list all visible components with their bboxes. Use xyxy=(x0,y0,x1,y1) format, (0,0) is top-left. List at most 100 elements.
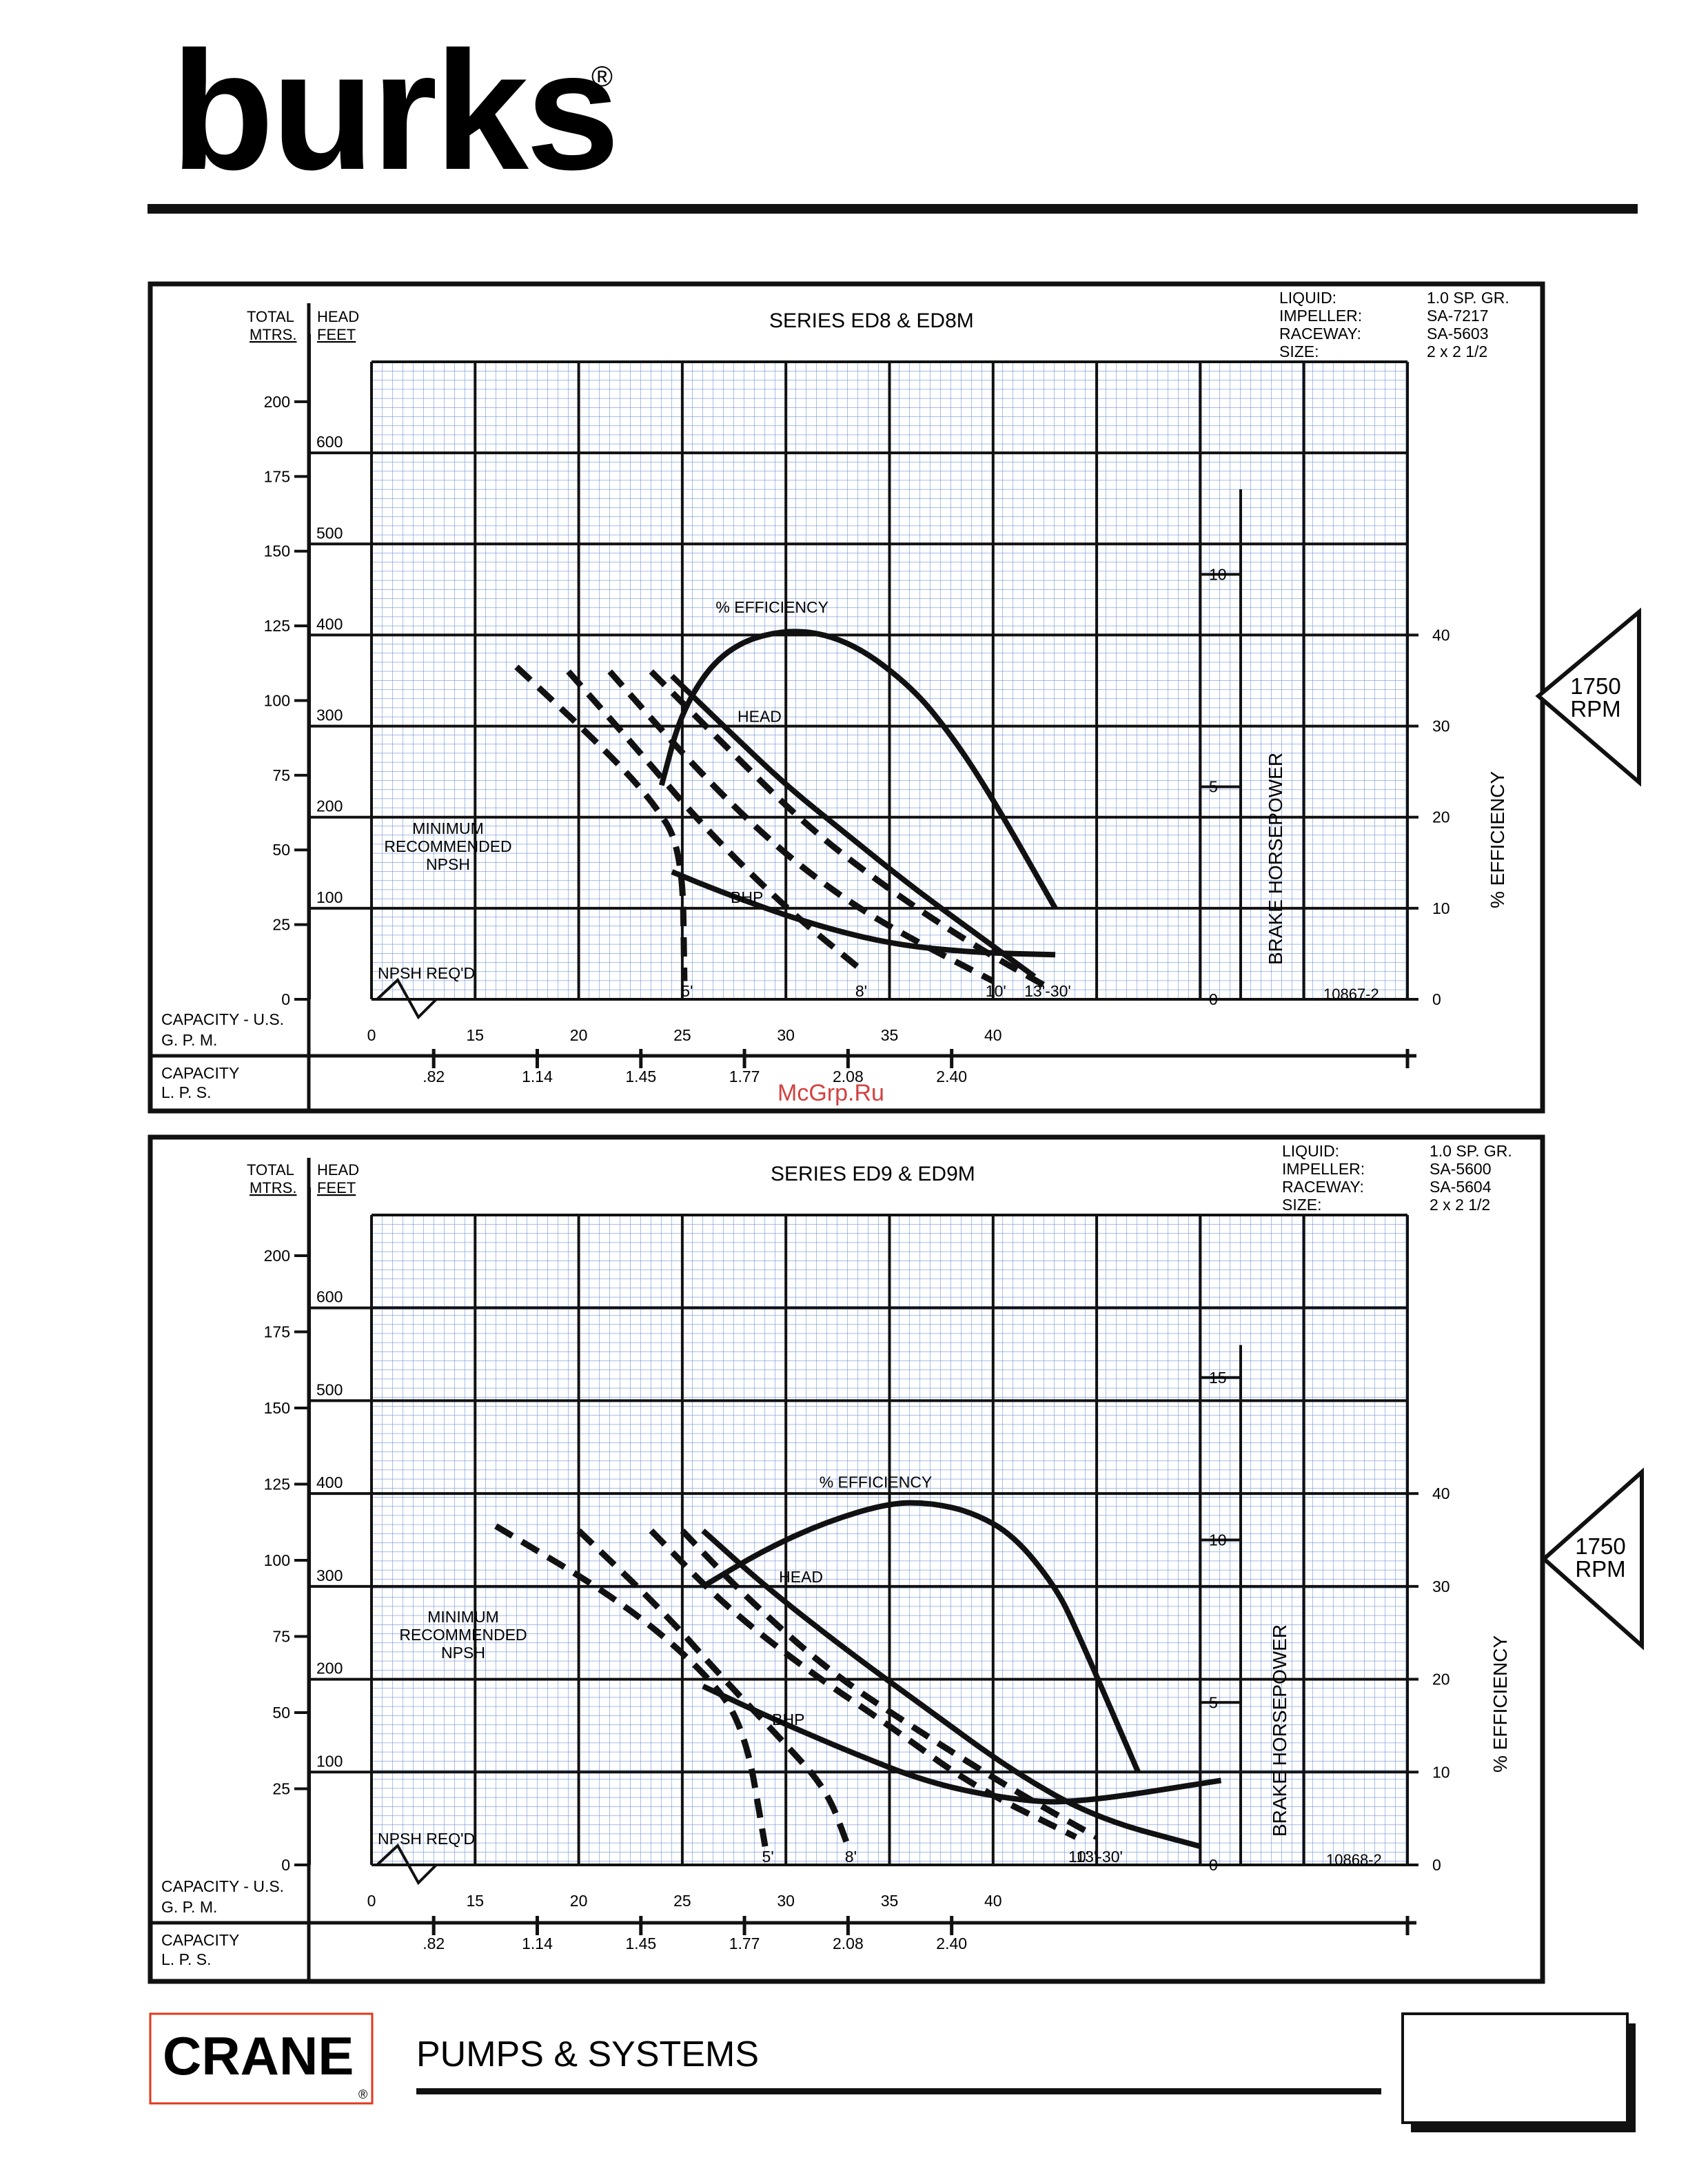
efficiency-tick-label: 10 xyxy=(1432,1763,1450,1781)
capacity-lps-label: CAPACITY xyxy=(161,1064,239,1082)
feet-tick-label: 400 xyxy=(316,615,343,633)
feet-tick-label: 500 xyxy=(316,524,343,542)
min-npsh-label: RECOMMENDED xyxy=(384,837,511,855)
spec-value: 2 x 2 1/2 xyxy=(1427,343,1487,360)
efficiency-tick-label: 0 xyxy=(1432,1856,1441,1874)
feet-tick-label: 600 xyxy=(316,1288,343,1306)
bhp-tick-label: 0 xyxy=(1209,1856,1218,1874)
meters-tick-label: 125 xyxy=(264,1476,290,1493)
min-npsh-label: NPSH xyxy=(441,1644,485,1662)
feet-tick-label: 200 xyxy=(316,797,343,815)
feet-tick-label: 200 xyxy=(316,1660,343,1677)
min-npsh-label: MINIMUM xyxy=(412,819,483,837)
spec-label: LIQUID: xyxy=(1279,289,1336,307)
meters-tick-label: 150 xyxy=(264,1399,290,1417)
bhp-tick-label: 5 xyxy=(1209,778,1218,796)
feet-tick-label: 300 xyxy=(316,706,343,724)
rpm-triangle xyxy=(1535,607,1641,787)
meters-tick-label: 50 xyxy=(272,841,290,859)
efficiency-tick-label: 30 xyxy=(1432,717,1450,735)
spec-value: SA-7217 xyxy=(1427,307,1489,325)
header-rule xyxy=(148,204,1638,214)
chart-title: SERIES ED9 & ED9M xyxy=(771,1163,975,1185)
meters-tick-label: 75 xyxy=(272,766,290,784)
spec-label: RACEWAY: xyxy=(1279,325,1361,343)
gpm-tick-label: 30 xyxy=(777,1892,795,1910)
head-label: HEAD xyxy=(317,308,359,325)
lps-tick-label: 2.40 xyxy=(936,1068,967,1085)
meters-tick-label: 75 xyxy=(272,1628,290,1646)
spec-value: 1.0 SP. GR. xyxy=(1427,289,1509,307)
gpm-tick-label: 25 xyxy=(673,1892,691,1910)
spec-label: LIQUID: xyxy=(1282,1142,1339,1160)
spec-value: SA-5603 xyxy=(1427,325,1489,343)
watermark: McGrp.Ru xyxy=(777,1080,884,1106)
gpm-tick-label: 20 xyxy=(570,1892,588,1910)
curve-label: BHP xyxy=(772,1711,804,1728)
curve-label: 8' xyxy=(855,982,867,1000)
feet-tick-label: 100 xyxy=(316,888,343,906)
gpm-tick-label: 0 xyxy=(367,1892,376,1910)
crane-registered: ® xyxy=(358,2088,367,2101)
curve-label: 10' xyxy=(986,982,1006,1000)
rpm-value: 1750 xyxy=(1570,673,1620,699)
capacity-gpm-label: CAPACITY - U.S. xyxy=(161,1877,284,1895)
curve-label: 8' xyxy=(845,1848,857,1866)
npsh-reqd-label: NPSH REQ'D xyxy=(378,964,475,982)
spec-label: IMPELLER: xyxy=(1279,307,1362,325)
spec-label: RACEWAY: xyxy=(1282,1178,1364,1196)
curve-efficiency xyxy=(701,1500,1141,1773)
meters-tick-label: 100 xyxy=(264,1551,290,1569)
crane-logo-box xyxy=(149,2012,374,2105)
meters-tick-label: 200 xyxy=(264,393,290,411)
meters-tick-label: 125 xyxy=(264,617,290,635)
curve-label: BHP xyxy=(731,888,763,906)
chart-title: SERIES ED8 & ED8M xyxy=(769,309,974,332)
total-label: TOTAL xyxy=(247,1161,294,1178)
capacity-lps-label: CAPACITY xyxy=(161,1931,239,1949)
head-label: HEAD xyxy=(317,1161,359,1178)
efficiency-axis-label: % EFFICIENCY xyxy=(1487,771,1508,908)
rpm-unit: RPM xyxy=(1575,1556,1625,1582)
efficiency-tick-label: 20 xyxy=(1432,1671,1450,1688)
efficiency-tick-label: 0 xyxy=(1432,990,1441,1008)
rpm-triangle xyxy=(1540,1467,1644,1651)
feet-tick-label: 400 xyxy=(316,1473,343,1491)
curve-id: 10867-2 xyxy=(1323,986,1379,1003)
curve-label: % EFFICIENCY xyxy=(715,598,828,616)
npsh-reqd-marker xyxy=(376,1843,438,1886)
text-layer: 1002003004005006000255075100125150175200… xyxy=(264,1247,1450,1952)
meters-tick-label: 200 xyxy=(264,1247,290,1265)
spec-value: 2 x 2 1/2 xyxy=(1430,1196,1490,1214)
gpm-tick-label: 15 xyxy=(467,1892,485,1910)
pump-curve-chart-ed9: 1002003004005006000255075100125150175200… xyxy=(148,1134,1644,1984)
npsh-reqd-label: NPSH REQ'D xyxy=(378,1830,475,1848)
meters-tick-label: 0 xyxy=(281,1856,290,1874)
min-npsh-label: NPSH xyxy=(426,855,470,873)
spec-label: SIZE: xyxy=(1279,343,1319,360)
feet-tick-label: 100 xyxy=(316,1752,343,1770)
rpm-unit: RPM xyxy=(1570,696,1620,722)
meters-tick-label: 50 xyxy=(272,1704,290,1722)
registered-mark: ® xyxy=(591,60,613,92)
curve-bhp xyxy=(671,869,1056,958)
spec-block: LIQUID: IMPELLER: RACEWAY: SIZE: 1.0 SP.… xyxy=(1282,1142,1512,1214)
curve-10 xyxy=(649,1528,1077,1840)
npsh-reqd-marker xyxy=(376,977,438,1020)
curve-label: 13'-30' xyxy=(1076,1848,1123,1866)
curve-label: 13'-30' xyxy=(1024,982,1071,1000)
efficiency-tick-label: 30 xyxy=(1432,1578,1450,1595)
bhp-tick-label: 0 xyxy=(1209,990,1218,1008)
curve-5 xyxy=(494,1523,769,1847)
gpm-tick-label: 20 xyxy=(570,1026,588,1044)
meters-tick-label: 175 xyxy=(264,1323,290,1341)
curve-10 xyxy=(607,669,995,984)
curve-label: 5' xyxy=(681,982,693,1000)
rpm-badge: 1750 RPM xyxy=(1535,607,1641,787)
spec-block: LIQUID: IMPELLER: RACEWAY: SIZE: 1.0 SP.… xyxy=(1279,289,1509,360)
min-npsh-label: RECOMMENDED xyxy=(399,1626,527,1644)
gpm-tick-label: 35 xyxy=(881,1026,899,1044)
spec-label: SIZE: xyxy=(1282,1196,1322,1214)
lps-tick-label: 1.45 xyxy=(625,1068,656,1085)
